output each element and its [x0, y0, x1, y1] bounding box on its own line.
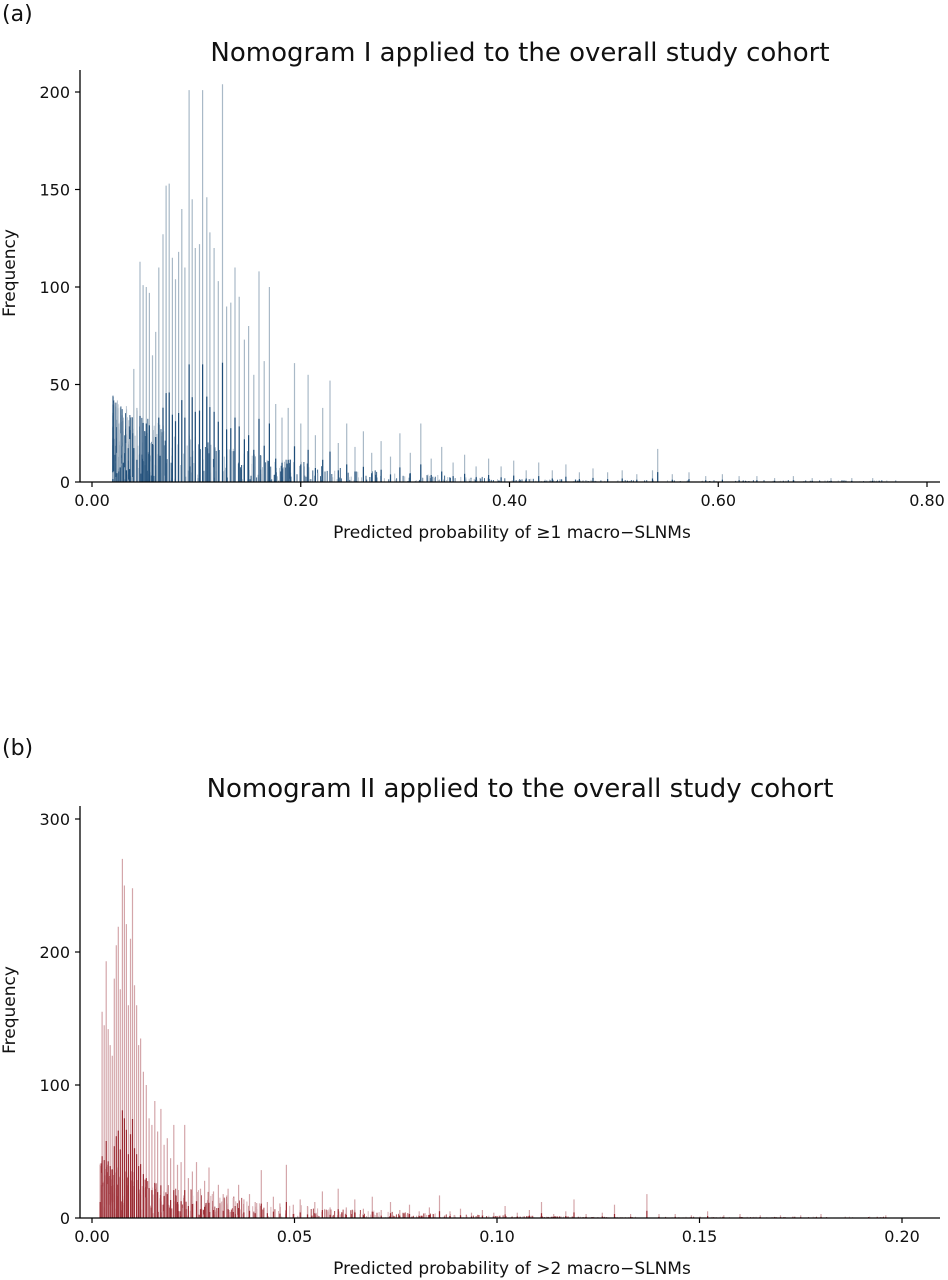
chart-a-plot-area: 0 50 100 150 200 0.00 0.20 0.40 0.60 0.80: [39, 70, 945, 510]
chart-a-xtick-label-4: 0.80: [909, 491, 945, 510]
chart-b-xtick-label-2: 0.10: [479, 1227, 515, 1246]
chart-a-xtick-label-2: 0.40: [492, 491, 528, 510]
chart-b-xtick-label-1: 0.05: [277, 1227, 313, 1246]
panel-label-b: (b): [2, 736, 34, 761]
chart-a-ylabel: Frequency: [0, 229, 20, 317]
chart-b-xtick-label-0: 0.00: [74, 1227, 110, 1246]
chart-b-ytick-label-2: 200: [39, 943, 70, 962]
chart-b-title: Nomogram II applied to the overall study…: [207, 774, 834, 804]
chart-b-ytick-label-3: 300: [39, 810, 70, 829]
chart-b-ylabel: Frequency: [0, 966, 20, 1054]
chart-a-ytick-label-3: 150: [39, 181, 70, 200]
chart-b-ytick-label-0: 0: [60, 1209, 70, 1228]
chart-b-plot-area: 0 100 200 300 0.00 0.05 0.10 0.15 0.20: [39, 806, 940, 1246]
chart-a-xlabel: Predicted probability of ≥1 macro−SLNMs: [333, 523, 691, 543]
chart-a-ytick-label-2: 100: [39, 278, 70, 297]
chart-b-xtick-label-4: 0.20: [884, 1227, 920, 1246]
chart-a-title: Nomogram I applied to the overall study …: [210, 38, 829, 68]
panel-label-a: (a): [2, 2, 33, 27]
chart-a-xtick-label-0: 0.00: [74, 491, 110, 510]
chart-b-xtick-label-3: 0.15: [682, 1227, 718, 1246]
chart-a-ytick-label-1: 50: [50, 376, 70, 395]
chart-a-ytick-label-0: 0: [60, 473, 70, 492]
chart-b-xlabel: Predicted probability of >2 macro−SLNMs: [333, 1259, 691, 1279]
chart-a-xtick-label-3: 0.60: [700, 491, 736, 510]
chart-b-ytick-label-1: 100: [39, 1076, 70, 1095]
chart-a-xtick-label-1: 0.20: [283, 491, 319, 510]
chart-a-ytick-label-4: 200: [39, 83, 70, 102]
